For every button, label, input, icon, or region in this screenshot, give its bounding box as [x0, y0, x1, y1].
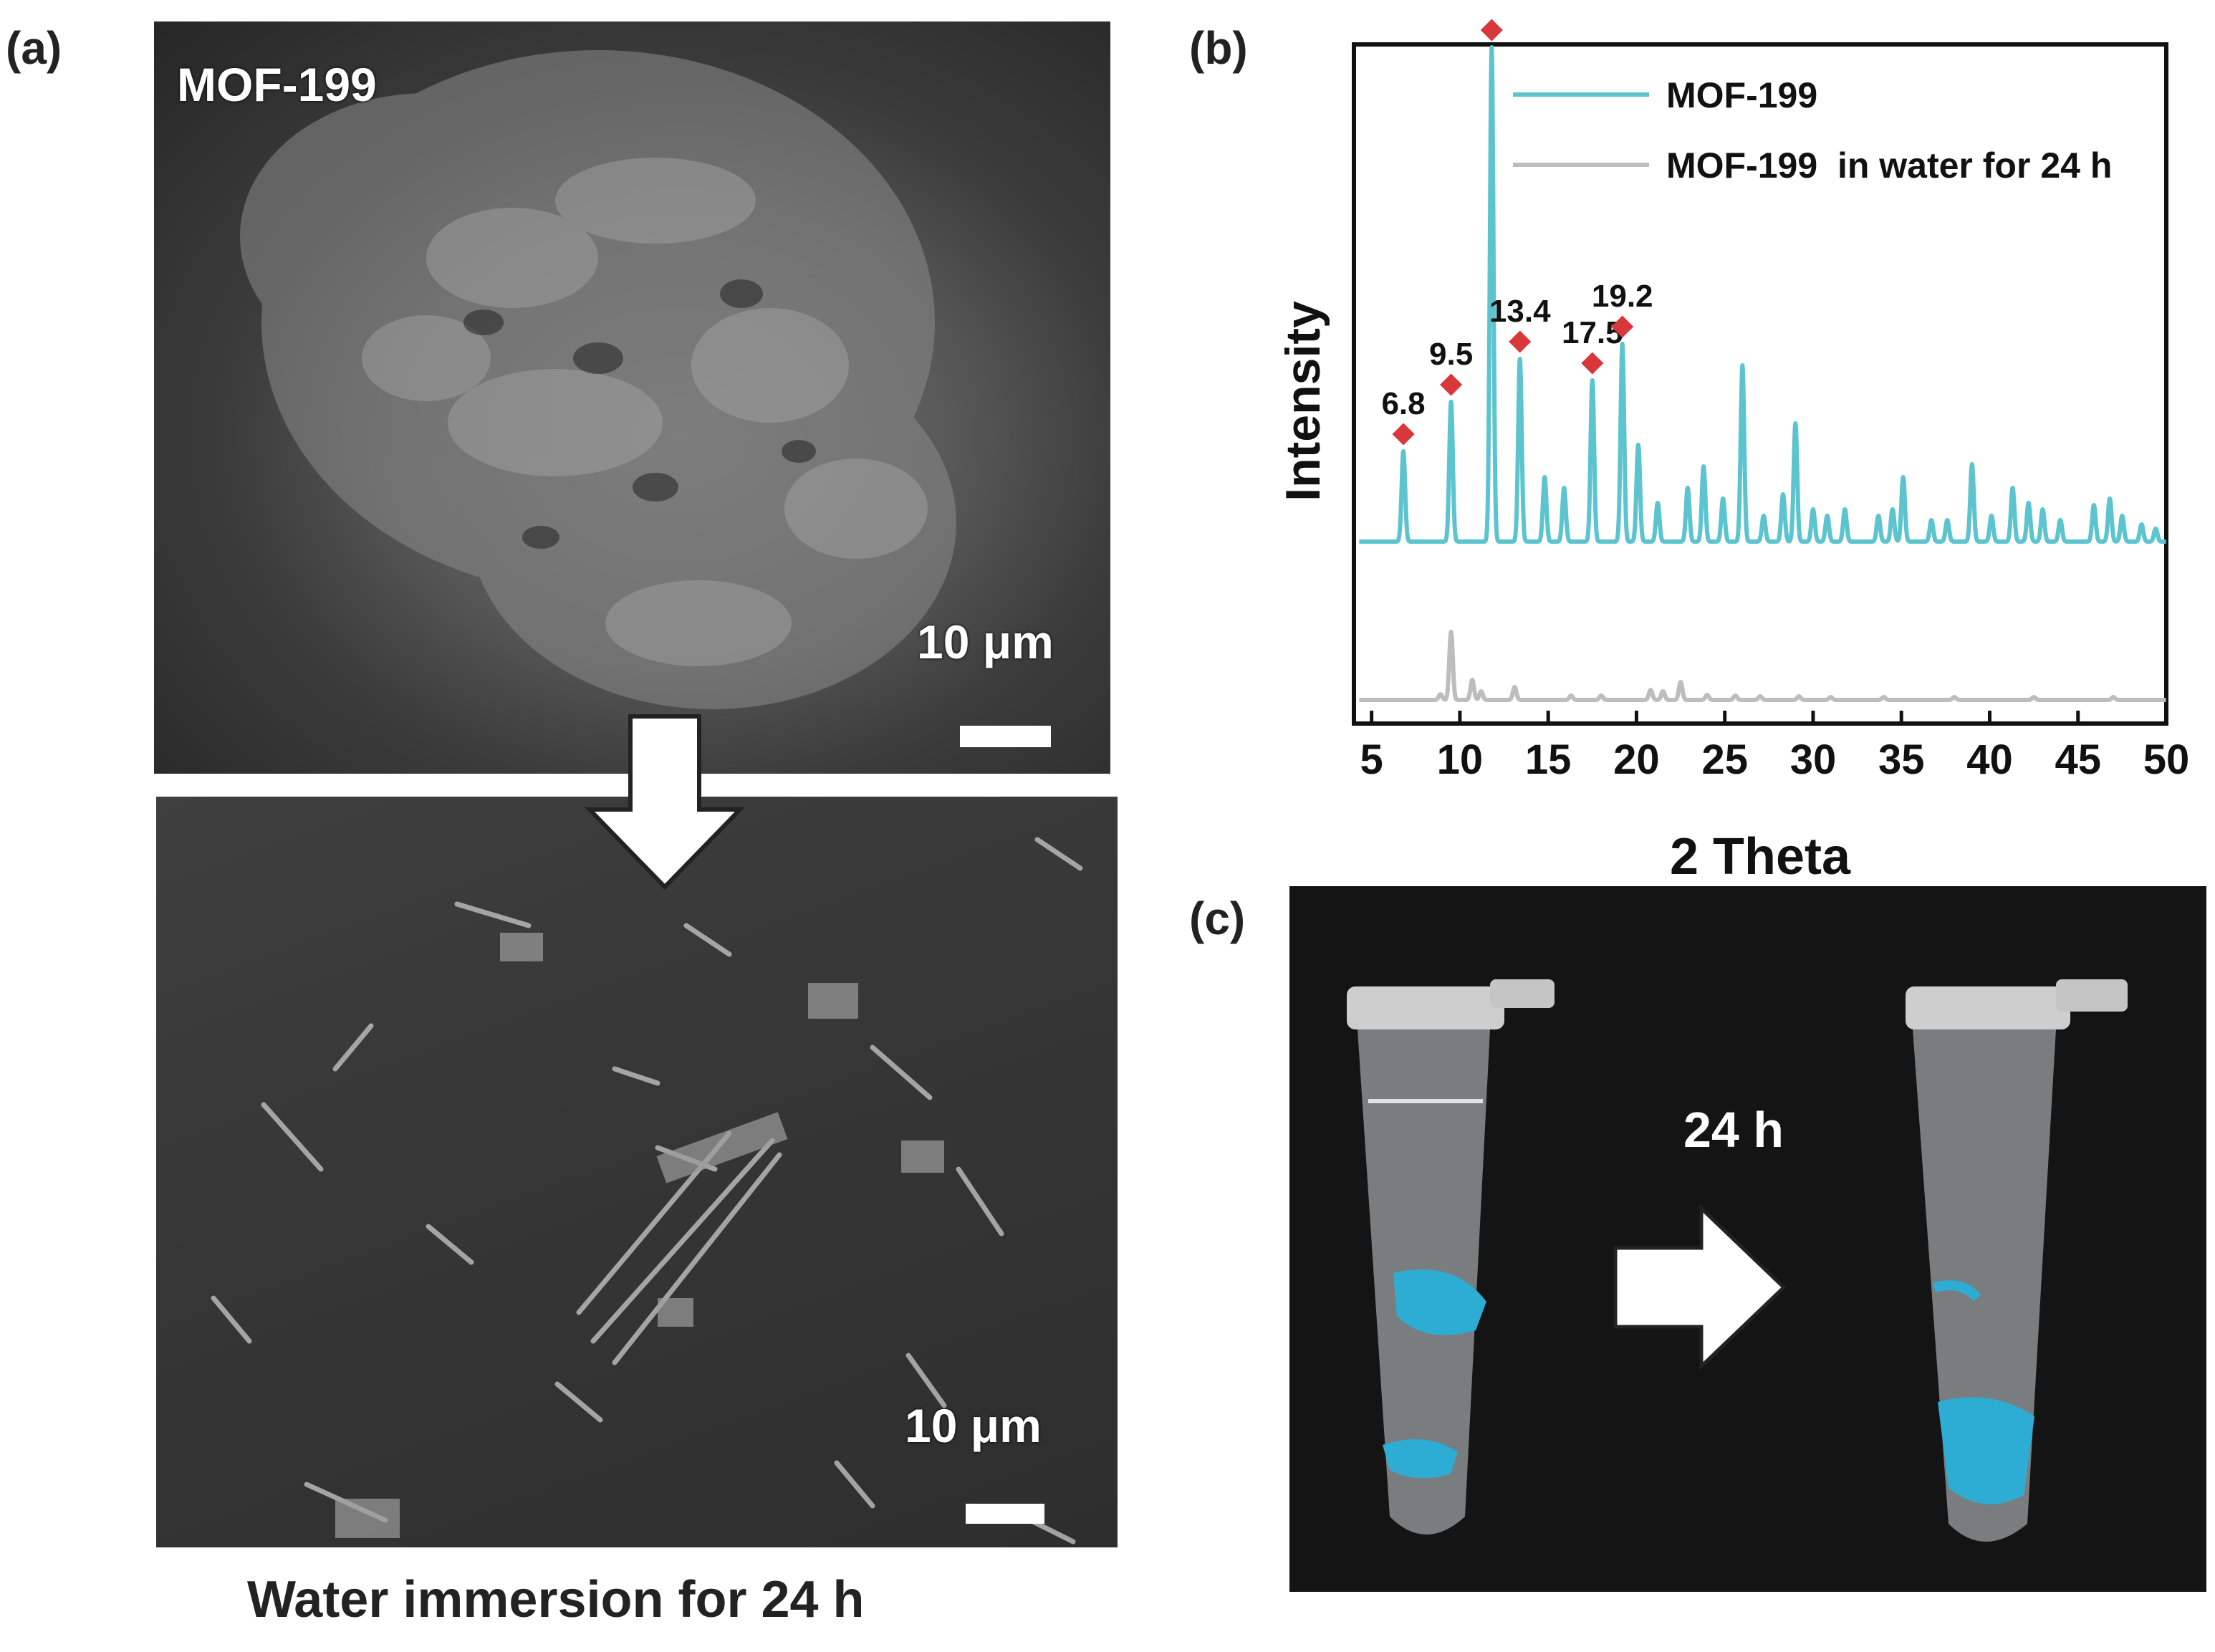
- legend-label-0: MOF-199: [1666, 75, 1817, 115]
- x-tick-label: 45: [2055, 736, 2101, 783]
- panel-a-caption: Water immersion for 24 h: [247, 1571, 865, 1628]
- x-tick-label: 15: [1525, 736, 1572, 783]
- peak-label: 19.2: [1592, 279, 1653, 314]
- peak-label: 17.5: [1562, 315, 1623, 350]
- xrd-chart: 5 10 15 20 25 30 35 40 45 50 2 Theta Intensity 6.89.…: [1276, 14, 2190, 885]
- peak-marker: [1581, 352, 1604, 375]
- peak-label: 9.5: [1429, 337, 1473, 372]
- sem-image-bottom: 10 μm: [156, 797, 1118, 1547]
- plot-frame: [1352, 42, 2168, 726]
- sem-top-texture: [240, 50, 956, 709]
- tube-left: [1347, 979, 1555, 1535]
- x-tick-label: 30: [1790, 736, 1837, 783]
- peak-marker: [1480, 19, 1503, 42]
- peak-marker: [1509, 330, 1532, 353]
- x-tick-label: 40: [1966, 736, 2013, 783]
- peak-label: 6.8: [1381, 386, 1425, 421]
- x-tick-label: 50: [2143, 736, 2190, 783]
- peak-marker: [1440, 373, 1463, 396]
- x-tick-label: 25: [1701, 736, 1748, 783]
- sample-label: MOF-199: [177, 58, 377, 111]
- peak-label: 11.8: [1462, 14, 1522, 17]
- tube-photo: 24 h: [1289, 886, 2206, 1592]
- scale-bar-label-bottom: 10 μm: [905, 1399, 1042, 1452]
- x-axis-label: 2 Theta: [1670, 828, 1851, 885]
- x-tick-label: 35: [1878, 736, 1925, 783]
- peak-label: 13.4: [1489, 294, 1551, 329]
- scale-bar-bottom: [966, 1504, 1044, 1524]
- peak-marker: [1392, 423, 1415, 446]
- arrow-label: 24 h: [1683, 1102, 1784, 1158]
- panel-c-label: (c): [1189, 893, 1246, 944]
- y-axis-label: Intensity: [1276, 301, 1330, 501]
- right-arrow: [1613, 1204, 1787, 1370]
- tube-right: [1906, 979, 2128, 1542]
- series-line-0: [1357, 45, 2168, 544]
- panel-a-label: (a): [6, 22, 62, 74]
- sem-image-top: MOF-199 10 μm: [154, 21, 1110, 774]
- scale-bar-top: [960, 726, 1051, 747]
- legend-label-1: MOF-199 in water for 24 h: [1666, 145, 2112, 186]
- x-tick-label: 10: [1437, 736, 1484, 783]
- tube-photo-illustration: [1347, 979, 2128, 1542]
- x-tick-label: 5: [1360, 736, 1383, 783]
- series-line-1: [1357, 630, 2168, 702]
- down-arrow: [584, 714, 746, 890]
- panel-b-label: (b): [1189, 22, 1248, 74]
- x-tick-label: 20: [1613, 736, 1660, 783]
- scale-bar-label-top: 10 μm: [917, 615, 1054, 668]
